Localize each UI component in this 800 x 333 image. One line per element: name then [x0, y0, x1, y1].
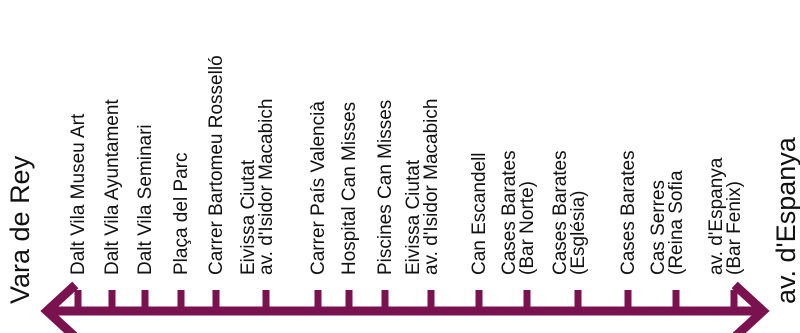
- stop-ticks: [74, 290, 738, 311]
- stop-label: Dalt Vila Seminari: [135, 124, 156, 275]
- stop-label: Carrer País Valencià: [308, 101, 329, 275]
- route-line-group: [40, 281, 770, 333]
- stop-label: (Bar Norte): [517, 181, 538, 275]
- stop-label: Hospital Can Misses: [339, 102, 360, 275]
- stop-label: (Església): [568, 191, 589, 275]
- terminal-end-label: av. d'Espanya: [771, 136, 800, 304]
- stop-label: Cases Barates: [499, 150, 520, 275]
- stop-labels: Dalt Vila Museu Art Dalt Vila Ayuntament D…: [68, 55, 745, 275]
- stop-label: Cas Serres: [648, 180, 669, 275]
- stop-label: Eivissa Ciutat: [403, 159, 424, 275]
- stop-label: av. d'Isidor Macabich: [256, 99, 277, 275]
- stop-label: Plaça del Parc: [171, 152, 192, 275]
- stop-label: Dalt Vila Museu Art: [68, 113, 89, 275]
- stop-label: Dalt Vila Ayuntament: [102, 99, 123, 275]
- right-arrowhead: [731, 281, 770, 333]
- stop-label: (Bar Fenix): [724, 181, 745, 275]
- left-arrowhead: [40, 281, 79, 333]
- stop-label: Cases Barates: [618, 150, 639, 275]
- stop-label: Can Escandell: [469, 152, 490, 275]
- stop-label: (Reina Sofia: [666, 170, 687, 275]
- stop-label: av. d'Espanya: [706, 157, 727, 275]
- stop-label: Piscines Can Misses: [375, 100, 396, 275]
- terminal-start-label: Vara de Rey: [5, 155, 35, 304]
- stop-label: av. d'Isidor Macabich: [421, 99, 442, 275]
- stop-label: Carrer Bartomeu Rosselló: [206, 55, 227, 275]
- stop-label: Cases Barates: [550, 150, 571, 275]
- stop-label: Eivissa Ciutat: [238, 159, 259, 275]
